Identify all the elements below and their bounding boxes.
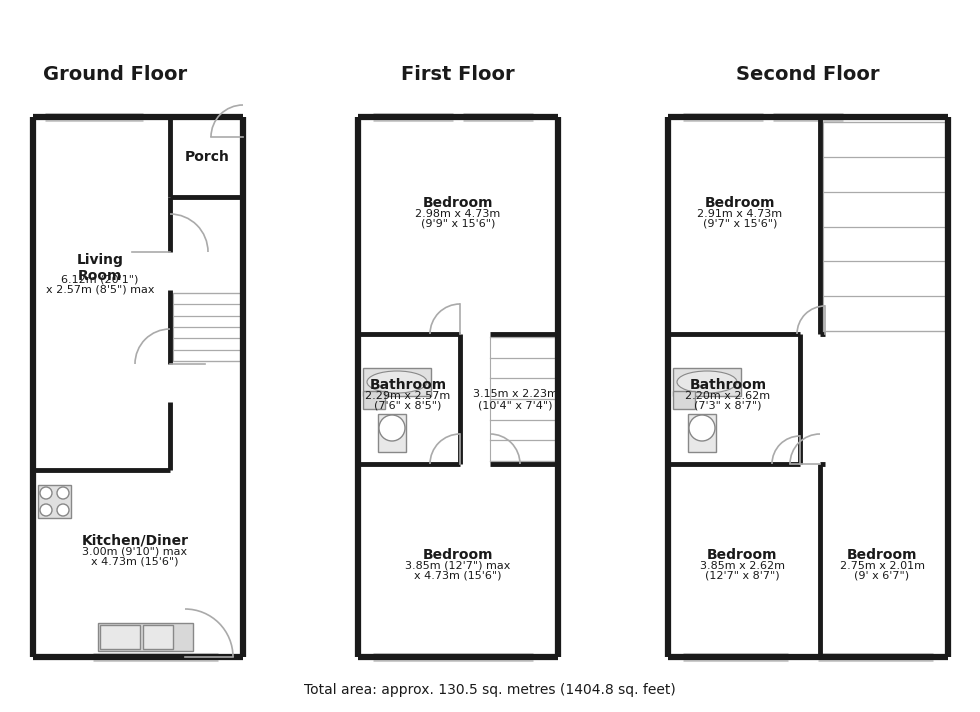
Text: 3.00m (9'10") max: 3.00m (9'10") max <box>82 547 187 557</box>
Bar <box>100 625 140 649</box>
Text: Total area: approx. 130.5 sq. metres (1404.8 sq. feet): Total area: approx. 130.5 sq. metres (14… <box>304 683 676 697</box>
Text: (9'9" x 15'6"): (9'9" x 15'6") <box>420 219 495 229</box>
Bar <box>688 414 716 452</box>
Text: Ground Floor: Ground Floor <box>43 65 187 83</box>
Bar <box>143 625 173 649</box>
Text: x 2.57m (8'5") max: x 2.57m (8'5") max <box>46 284 154 294</box>
Text: x 4.73m (15'6"): x 4.73m (15'6") <box>91 557 178 567</box>
Circle shape <box>57 504 69 516</box>
Bar <box>363 368 431 396</box>
Text: 2.20m x 2.62m: 2.20m x 2.62m <box>685 391 770 401</box>
Text: Living
Room: Living Room <box>76 253 123 283</box>
Text: 2.98m x 4.73m: 2.98m x 4.73m <box>416 209 501 219</box>
Text: (9'7" x 15'6"): (9'7" x 15'6") <box>703 219 777 229</box>
Text: Bathroom: Bathroom <box>369 378 447 392</box>
Circle shape <box>40 487 52 499</box>
Text: (12'7" x 8'7"): (12'7" x 8'7") <box>705 571 779 581</box>
Ellipse shape <box>677 371 737 393</box>
Text: 3.85m (12'7") max: 3.85m (12'7") max <box>406 561 511 571</box>
Text: Bedroom: Bedroom <box>422 548 493 562</box>
Bar <box>363 391 385 409</box>
Circle shape <box>689 415 715 441</box>
Bar <box>673 368 741 396</box>
Text: 2.29m x 2.57m: 2.29m x 2.57m <box>366 391 451 401</box>
Text: Bedroom: Bedroom <box>847 548 917 562</box>
Ellipse shape <box>367 371 427 393</box>
Text: 6.12m (20'1"): 6.12m (20'1") <box>62 274 139 284</box>
Text: 3.85m x 2.62m: 3.85m x 2.62m <box>700 561 785 571</box>
Circle shape <box>40 504 52 516</box>
Text: Bedroom: Bedroom <box>422 196 493 210</box>
Bar <box>378 414 406 452</box>
Bar <box>98 623 193 651</box>
Text: Bedroom: Bedroom <box>707 548 777 562</box>
Circle shape <box>379 415 405 441</box>
Text: (7'3" x 8'7"): (7'3" x 8'7") <box>694 401 761 411</box>
Bar <box>38 485 71 518</box>
Text: (7'6" x 8'5"): (7'6" x 8'5") <box>374 401 442 411</box>
Text: Second Floor: Second Floor <box>736 65 880 83</box>
Text: First Floor: First Floor <box>401 65 514 83</box>
Bar <box>673 391 695 409</box>
Text: x 4.73m (15'6"): x 4.73m (15'6") <box>415 571 502 581</box>
Text: 3.15m x 2.23m: 3.15m x 2.23m <box>472 389 558 399</box>
Text: Kitchen/Diner: Kitchen/Diner <box>81 534 188 548</box>
Text: Bathroom: Bathroom <box>690 378 766 392</box>
Text: (10'4" x 7'4"): (10'4" x 7'4") <box>478 400 553 410</box>
Text: 2.91m x 4.73m: 2.91m x 4.73m <box>698 209 783 219</box>
Text: Bedroom: Bedroom <box>705 196 775 210</box>
Text: (9' x 6'7"): (9' x 6'7") <box>855 571 909 581</box>
Text: 2.75m x 2.01m: 2.75m x 2.01m <box>840 561 924 571</box>
Text: Porch: Porch <box>184 150 229 164</box>
Circle shape <box>57 487 69 499</box>
